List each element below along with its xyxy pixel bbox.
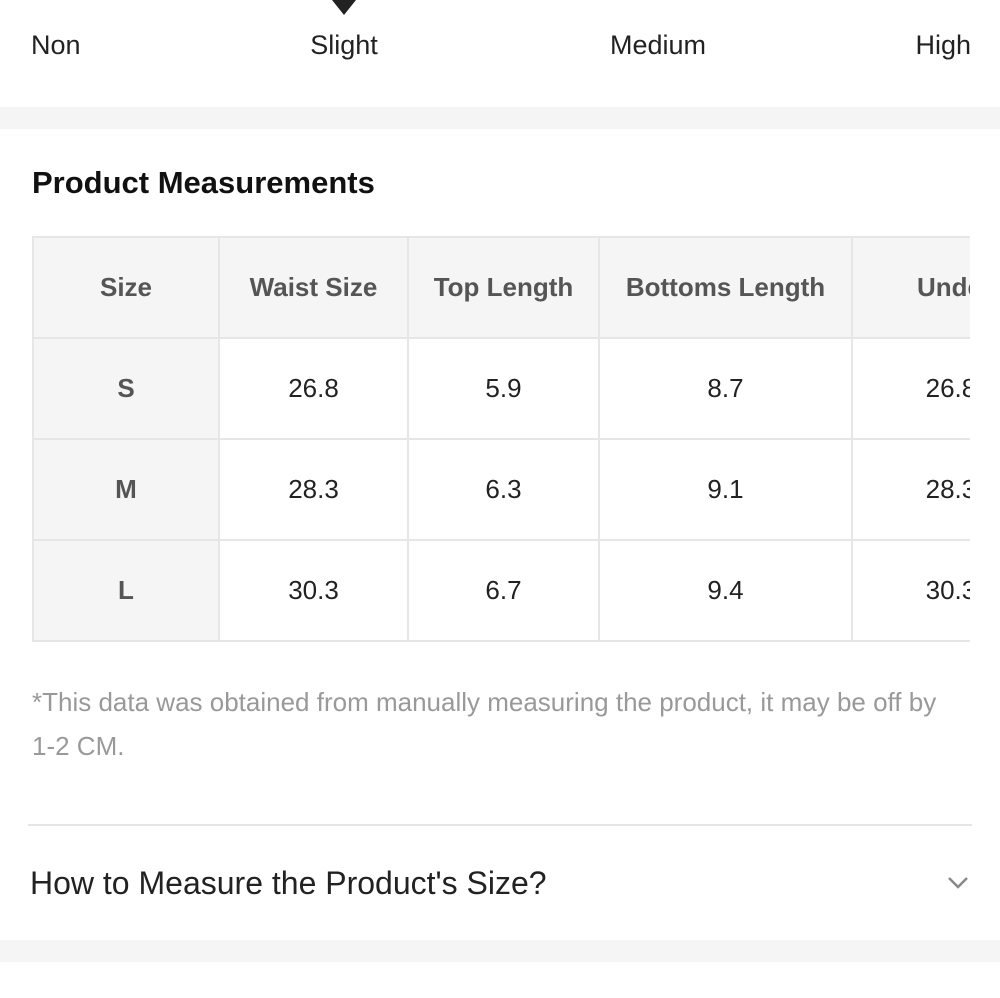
- stretch-label: Slight: [310, 30, 378, 60]
- table-row: S26.85.98.726.8-3: [32, 337, 970, 440]
- value-cell: 26.8: [218, 337, 409, 440]
- header-cell: Size: [32, 236, 220, 339]
- header-cell: Bottoms Length: [598, 236, 853, 339]
- value-cell: 26.8-3: [851, 337, 970, 440]
- value-cell: 30.3-4: [851, 539, 970, 642]
- separator: [0, 107, 1000, 129]
- table-header-row: Size Waist Size Top Length Bottoms Length Un…: [32, 236, 970, 339]
- accordion-title[interactable]: How to Measure the Product's Size?: [30, 865, 547, 901]
- header-cell: Waist Size: [218, 236, 409, 339]
- table-row: L30.36.79.430.3-4: [32, 539, 970, 642]
- size-cell: L: [32, 539, 220, 642]
- size-cell: M: [32, 438, 220, 541]
- value-cell: 8.7: [598, 337, 853, 440]
- slider-marker: [332, 0, 356, 15]
- stretch-label: Non: [31, 30, 81, 60]
- value-cell: 9.1: [598, 438, 853, 541]
- value-cell: 6.7: [407, 539, 600, 642]
- header-cell: Underb: [851, 236, 970, 339]
- value-cell: 6.3: [407, 438, 600, 541]
- value-cell: 9.4: [598, 539, 853, 642]
- stretch-label: Medium: [609, 30, 707, 60]
- table-container: Size Waist Size Top Length Bottoms Length Un…: [32, 236, 970, 650]
- size-table: Size Waist Size Top Length Bottoms Length Un…: [32, 236, 970, 642]
- section-title: Product Measurements: [32, 165, 375, 200]
- separator: [0, 940, 1000, 962]
- divider: [28, 824, 972, 826]
- value-cell: 5.9: [407, 337, 600, 440]
- header-cell: Top Length: [407, 236, 600, 339]
- note: *This data was obtained from manually me…: [32, 687, 937, 761]
- stretch-label: High: [915, 30, 971, 60]
- value-cell: 28.3: [218, 438, 409, 541]
- value-cell: 30.3: [218, 539, 409, 642]
- size-cell: S: [32, 337, 220, 440]
- chevron-icon[interactable]: [946, 875, 970, 891]
- table-row: M28.36.39.128.3-3: [32, 438, 970, 541]
- value-cell: 28.3-3: [851, 438, 970, 541]
